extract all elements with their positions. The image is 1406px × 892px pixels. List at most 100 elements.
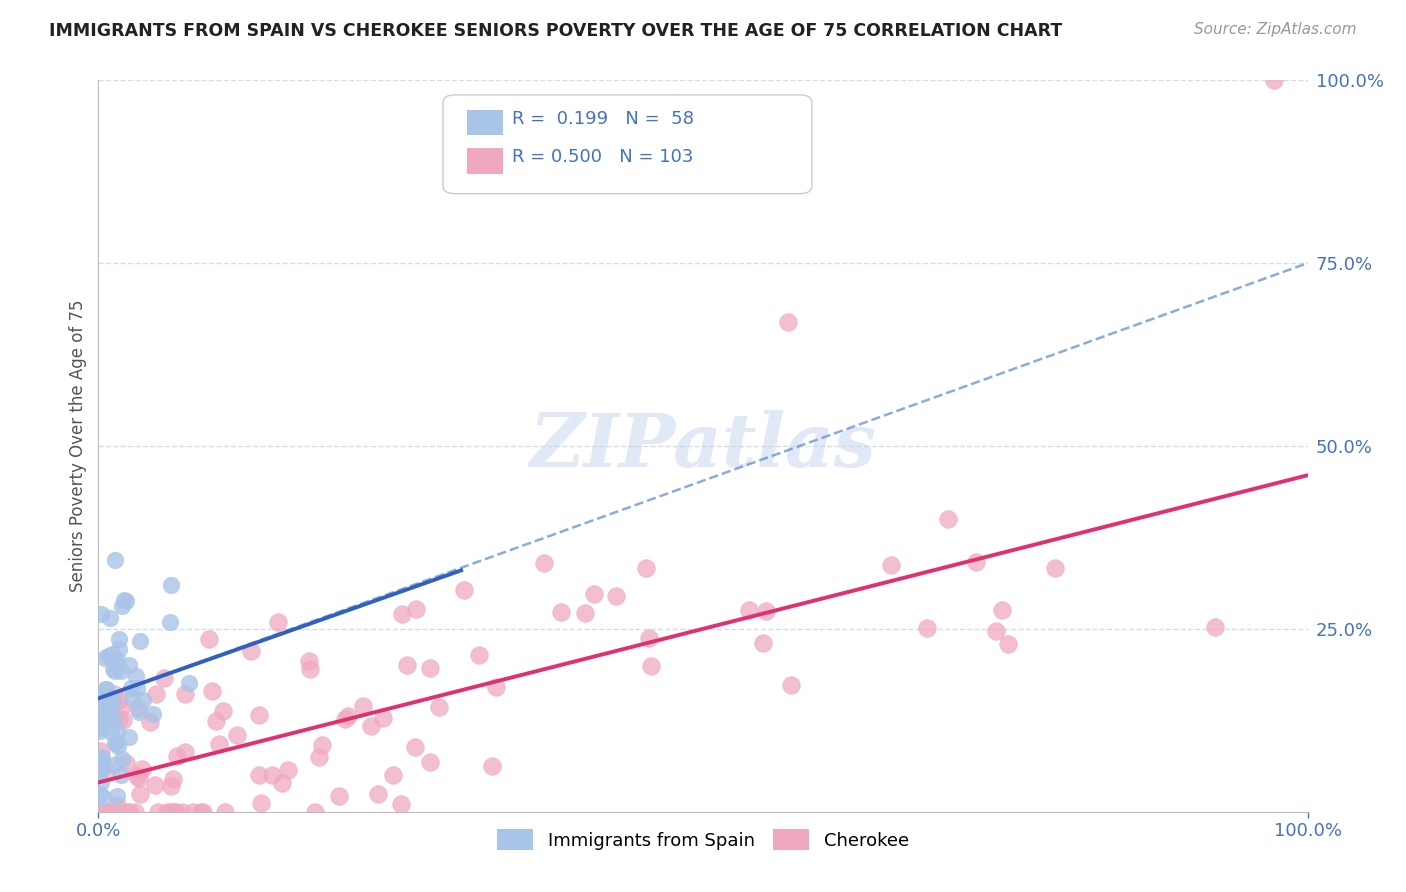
Point xyxy=(101,662,124,676)
Point xyxy=(90,775,112,789)
Point xyxy=(111,751,134,765)
Point xyxy=(391,607,413,622)
Point xyxy=(105,653,128,667)
Point xyxy=(91,790,114,805)
Point xyxy=(129,787,152,801)
Point xyxy=(93,709,115,723)
Point xyxy=(990,603,1012,617)
Point xyxy=(103,758,125,772)
Point xyxy=(139,715,162,730)
Text: IMMIGRANTS FROM SPAIN VS CHEROKEE SENIORS POVERTY OVER THE AGE OF 75 CORRELATION: IMMIGRANTS FROM SPAIN VS CHEROKEE SENIOR… xyxy=(49,22,1063,40)
Point xyxy=(127,700,149,714)
Point xyxy=(159,805,181,819)
Point xyxy=(110,664,132,678)
Point xyxy=(170,805,193,819)
Point xyxy=(419,755,441,769)
Point xyxy=(638,631,661,645)
Point xyxy=(105,798,128,813)
Point xyxy=(915,621,938,635)
Point xyxy=(367,787,389,801)
Point xyxy=(90,750,112,764)
Point xyxy=(89,691,111,706)
Point xyxy=(111,599,134,613)
Point xyxy=(90,607,112,621)
Point xyxy=(262,768,284,782)
Point xyxy=(103,713,125,727)
Point xyxy=(89,721,111,735)
Point xyxy=(104,664,127,678)
Point xyxy=(97,648,120,663)
Point xyxy=(879,558,901,572)
Point xyxy=(271,776,294,790)
Point xyxy=(94,650,117,665)
Point xyxy=(103,553,125,567)
Point xyxy=(304,805,326,819)
Point xyxy=(198,632,221,647)
Point xyxy=(112,592,135,607)
Point xyxy=(89,724,111,739)
Point xyxy=(89,717,111,731)
Point xyxy=(247,707,270,722)
Point xyxy=(965,556,987,570)
Point xyxy=(124,805,146,819)
Point xyxy=(173,746,195,760)
Point xyxy=(108,632,131,646)
Point xyxy=(105,724,128,739)
Point xyxy=(159,615,181,630)
Point xyxy=(160,578,183,592)
Point xyxy=(128,705,150,719)
Point xyxy=(120,681,142,695)
Point xyxy=(97,805,120,819)
Point xyxy=(108,712,131,726)
Point xyxy=(148,805,170,819)
Point xyxy=(125,681,148,695)
Point xyxy=(89,805,111,819)
Point xyxy=(427,699,450,714)
Point xyxy=(247,768,270,782)
Point xyxy=(214,805,236,819)
Point xyxy=(110,701,132,715)
Point xyxy=(737,603,759,617)
Point xyxy=(111,713,134,727)
Point xyxy=(205,714,228,728)
Point xyxy=(101,698,124,712)
Point xyxy=(360,719,382,733)
Point xyxy=(250,796,273,810)
Point xyxy=(166,749,188,764)
Text: R = 0.500   N = 103: R = 0.500 N = 103 xyxy=(512,148,693,166)
Point xyxy=(533,556,555,570)
Point xyxy=(98,611,121,625)
Point xyxy=(118,805,141,819)
Point xyxy=(101,690,124,705)
Point xyxy=(277,763,299,777)
Point xyxy=(776,315,799,329)
Bar xyxy=(467,110,503,135)
Point xyxy=(131,693,153,707)
Point xyxy=(240,644,263,658)
Point xyxy=(89,763,111,777)
Point xyxy=(159,779,181,793)
Y-axis label: Seniors Poverty Over the Age of 75: Seniors Poverty Over the Age of 75 xyxy=(69,300,87,592)
Point xyxy=(1045,561,1067,575)
Point xyxy=(453,583,475,598)
Point xyxy=(127,769,149,783)
Point xyxy=(211,704,233,718)
Point xyxy=(298,661,321,675)
Point xyxy=(337,709,360,723)
Point xyxy=(381,767,404,781)
Point xyxy=(105,805,128,819)
Point xyxy=(752,636,775,650)
Text: ZIPatlas: ZIPatlas xyxy=(530,409,876,483)
Point xyxy=(550,606,572,620)
Point xyxy=(107,693,129,707)
Point xyxy=(90,744,112,758)
Point xyxy=(93,698,115,713)
Point xyxy=(118,731,141,745)
Point xyxy=(142,706,165,721)
Legend: Immigrants from Spain, Cherokee: Immigrants from Spain, Cherokee xyxy=(491,822,915,857)
Point xyxy=(94,682,117,697)
Point xyxy=(107,739,129,753)
Point xyxy=(1204,620,1226,634)
Point xyxy=(225,728,247,742)
Point xyxy=(574,606,596,620)
